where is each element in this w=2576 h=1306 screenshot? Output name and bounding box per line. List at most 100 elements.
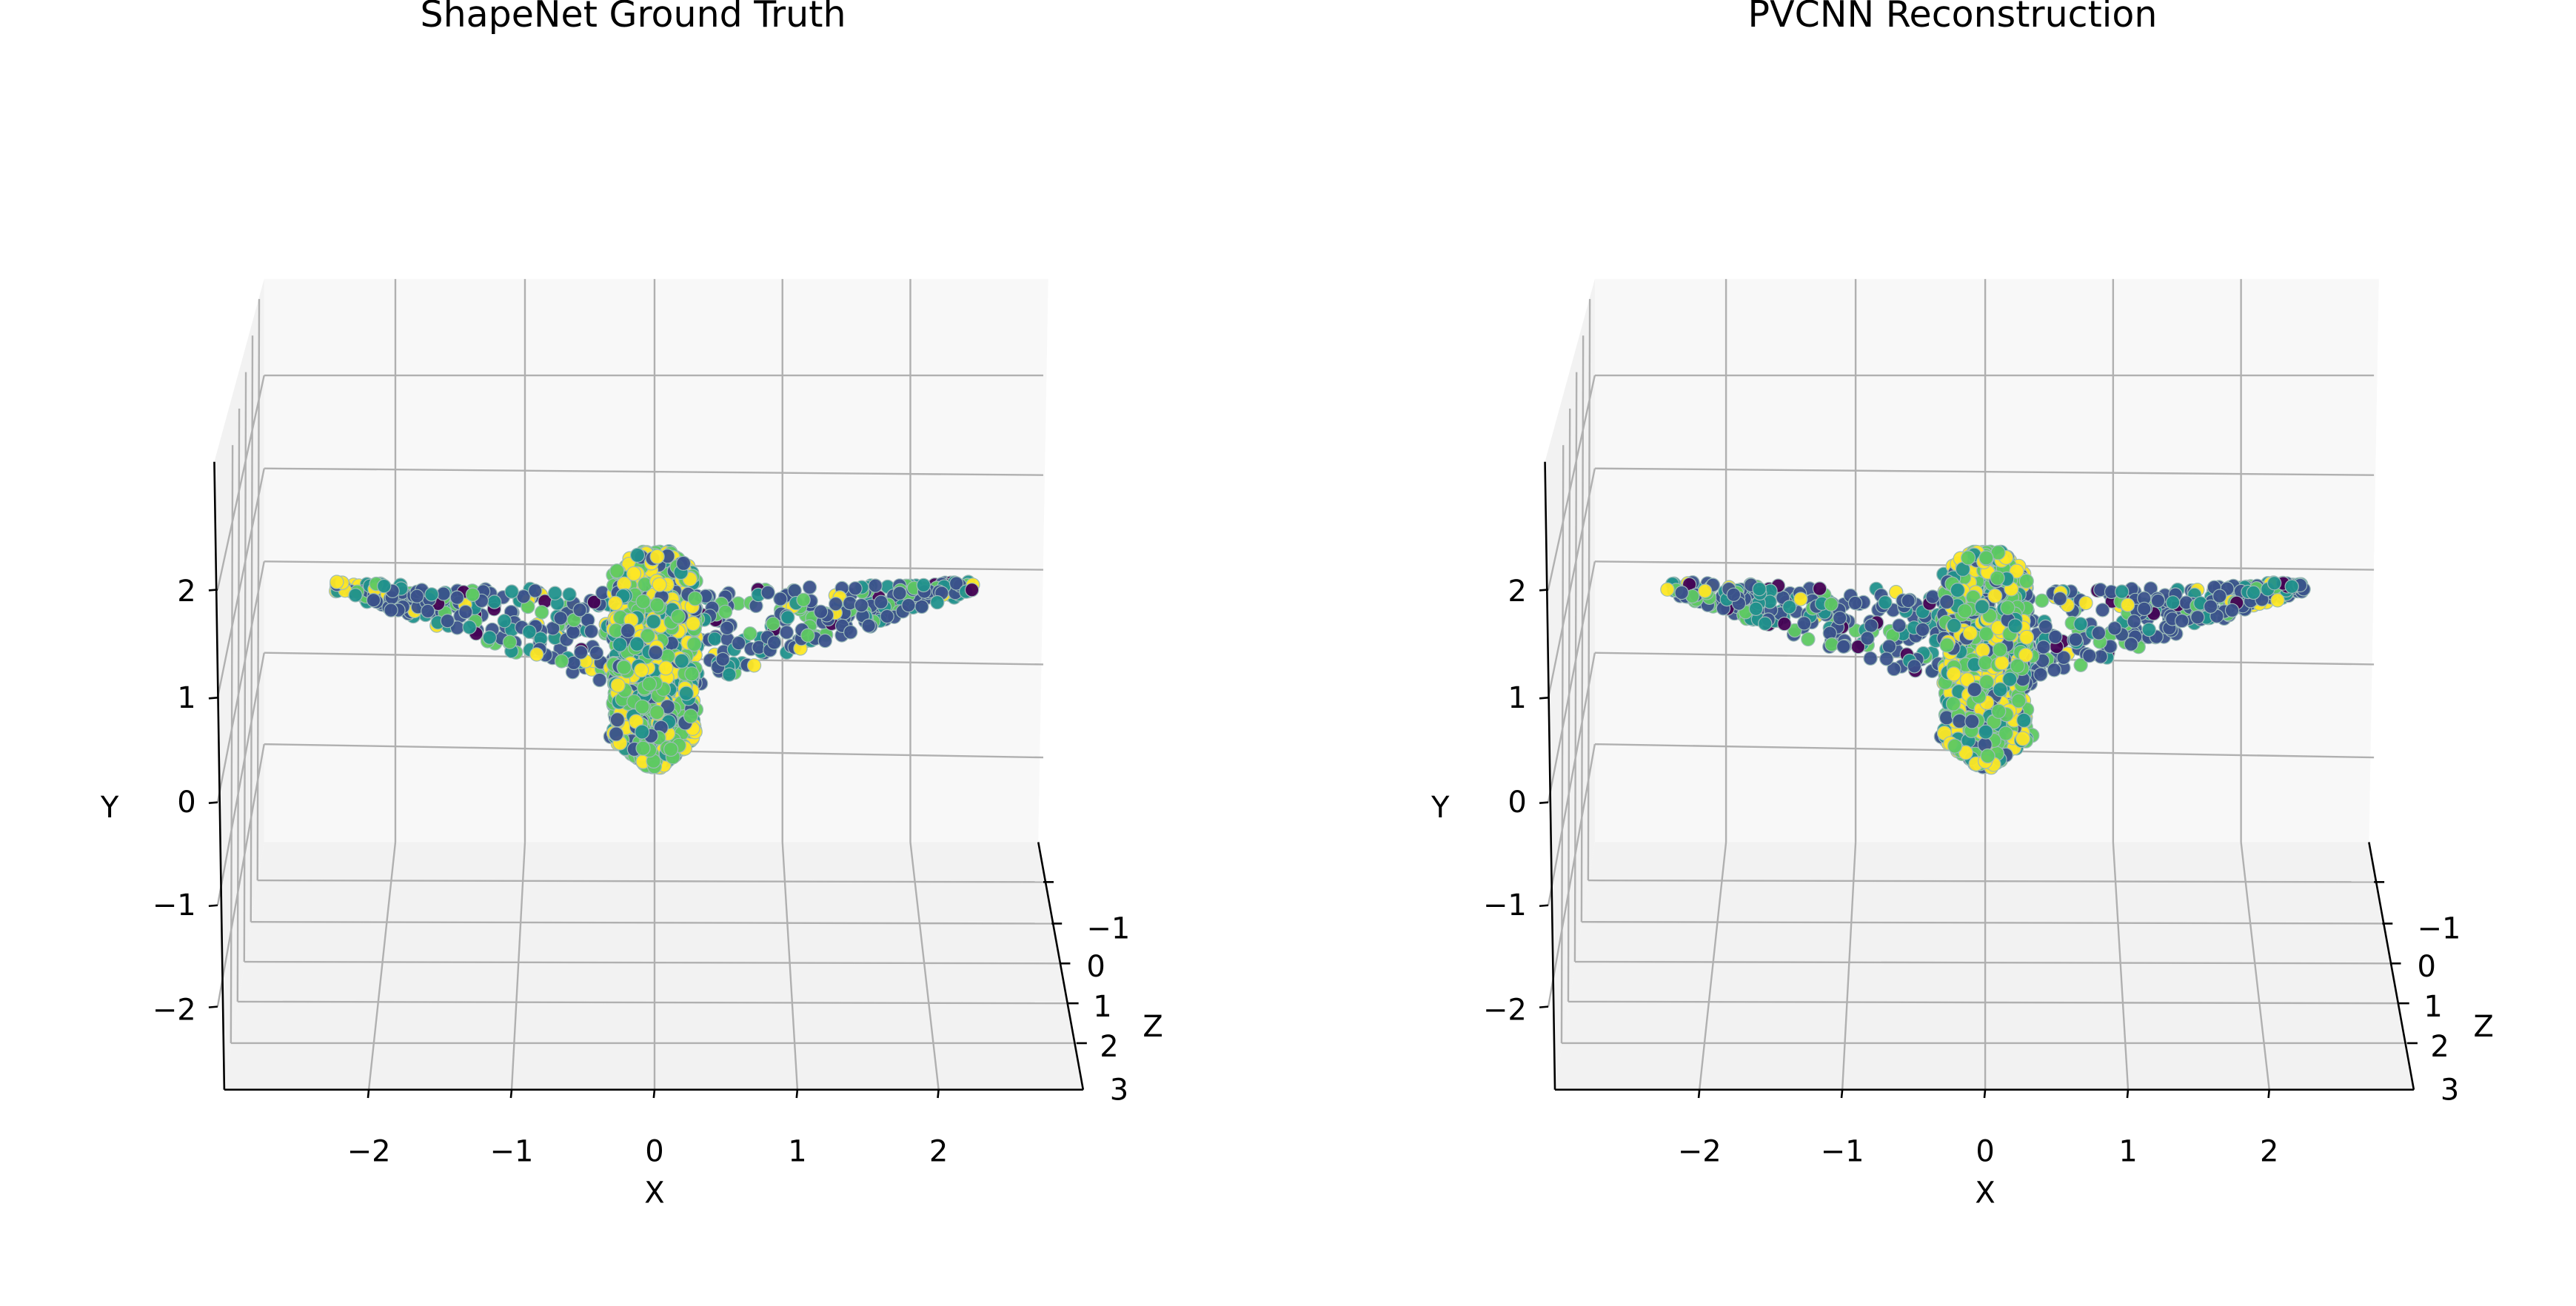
scatter-point	[674, 653, 689, 669]
y-gridline-side	[216, 743, 265, 1007]
scatter-point	[2018, 573, 2034, 589]
y-gridline-side	[216, 468, 265, 698]
x-tick-label: −2	[347, 1134, 391, 1168]
scatter-point	[1836, 639, 1851, 654]
scatter-points	[329, 543, 980, 775]
scatter-point	[1967, 682, 1982, 697]
z-axis-label: Z	[2473, 1010, 2493, 1044]
scatter-point	[573, 645, 589, 660]
scatter-point	[1801, 632, 1816, 647]
scatter-point	[2009, 563, 2024, 579]
scatter-point	[449, 590, 465, 605]
scatter-points	[1660, 544, 2311, 775]
scatter-point	[421, 603, 435, 619]
scatter-point	[1950, 582, 1965, 598]
scatter-point	[743, 626, 757, 641]
scatter-point	[1991, 703, 2007, 719]
scatter-point	[1824, 637, 1839, 652]
scatter-point	[2078, 595, 2093, 611]
scatter-point	[2190, 610, 2205, 625]
z-tick-labels: −1 0 1 2 3	[2417, 912, 2460, 1108]
scatter-point	[1978, 655, 1993, 671]
x-tick-label: 2	[2260, 1134, 2278, 1168]
scatter-point	[2010, 658, 2025, 674]
z-tick-label: 1	[2423, 990, 2442, 1024]
scatter-point	[612, 637, 628, 652]
scatter-point	[2150, 593, 2166, 609]
scatter-point	[640, 628, 655, 643]
scatter-point	[535, 605, 549, 620]
z-gridline-side	[1560, 445, 1565, 1043]
scatter-point	[620, 623, 636, 639]
scatter-point	[462, 620, 477, 634]
x-axis-label: X	[644, 1176, 664, 1210]
x-tick-label: 1	[788, 1134, 806, 1168]
y-tick-labels: −2 −1 0 1 2	[1483, 575, 1527, 1027]
z-gridline-floor	[1581, 920, 2383, 925]
subplot-reconstruction: PVCNN Reconstruction −2 −1 0 1 2 −2 −1 0…	[1431, 0, 2494, 1210]
scatter-point	[828, 597, 843, 612]
y-tick-label: 1	[1508, 681, 1526, 715]
scatter-point	[528, 583, 543, 598]
scatter-point	[2036, 640, 2051, 654]
z-tick-label: 2	[1100, 1030, 1118, 1064]
y-tick-mark	[1539, 1005, 1549, 1008]
scatter-point	[1824, 597, 1839, 612]
scatter-point	[1697, 583, 1713, 598]
scatter-point	[2038, 619, 2053, 634]
scatter-point	[458, 604, 473, 620]
scatter-point	[2143, 581, 2158, 596]
scatter-point	[2073, 657, 2088, 673]
x-gridline-floor	[2112, 842, 2130, 1090]
y-tick-mark	[1539, 589, 1549, 592]
scatter-point	[1879, 652, 1894, 666]
z-tick-label: 3	[2440, 1073, 2459, 1107]
z-gridline-side	[250, 335, 254, 922]
y-gridline-side	[216, 652, 265, 905]
scatter-point	[1980, 748, 1995, 764]
scatter-point	[629, 547, 646, 563]
x-gridline-floor	[909, 842, 940, 1090]
z-tick-label: 3	[1110, 1073, 1128, 1107]
x-gridline-floor	[2240, 842, 2270, 1090]
z-axis-label: Z	[1143, 1010, 1162, 1044]
scatter-point	[487, 595, 502, 609]
scatter-point	[2002, 672, 2018, 687]
x-tick-mark	[1840, 1089, 1844, 1099]
z-gridline-side	[256, 298, 261, 881]
scatter-point	[2107, 620, 2122, 636]
scatter-point	[583, 624, 599, 639]
scatter-point	[1864, 618, 1879, 633]
scatter-point	[1974, 599, 1990, 615]
scatter-point	[635, 740, 651, 756]
scatter-point	[586, 595, 602, 609]
scatter-point	[1978, 674, 1995, 690]
scatter-point	[1907, 659, 1922, 674]
scatter-point	[715, 652, 730, 667]
scatter-point	[675, 555, 692, 572]
scatter-point	[1758, 616, 1773, 631]
scatter-point	[901, 597, 916, 613]
scatter-point	[1925, 589, 1940, 604]
scatter-point	[366, 592, 381, 608]
y-tick-label: −2	[1483, 994, 1527, 1028]
scatter-point	[2120, 597, 2135, 612]
scatter-point	[707, 632, 723, 646]
x-tick-mark	[367, 1089, 370, 1099]
scatter-point	[1961, 550, 1976, 566]
scatter-point	[1978, 626, 1994, 642]
z-gridline-side	[1573, 372, 1578, 962]
x-axis-label: X	[1975, 1176, 1995, 1210]
x-tick-mark	[509, 1089, 513, 1099]
scatter-point	[861, 618, 876, 633]
scatter-point	[779, 625, 794, 640]
y-tick-labels: −2 −1 0 1 2	[153, 575, 196, 1027]
scatter-point	[609, 712, 625, 728]
y-tick-label: −1	[153, 888, 196, 922]
scatter-point	[649, 597, 665, 613]
scatter-point	[1887, 661, 1901, 677]
z-gridline-floor	[257, 879, 1043, 883]
axes-lines	[1539, 461, 2418, 1099]
scatter-point	[465, 587, 481, 602]
scatter-point	[1964, 714, 1980, 729]
